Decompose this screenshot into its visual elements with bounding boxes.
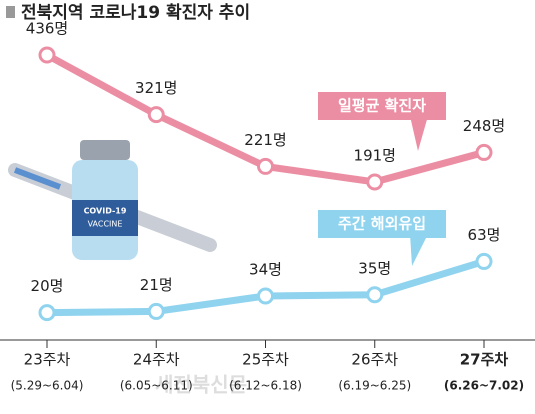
legend-label: 일평균 확진자 [338, 97, 426, 115]
data-label: 221명 [244, 131, 286, 149]
legend-pointer [410, 234, 428, 266]
x-tick-label: 26주차 [351, 351, 398, 369]
x-tick-label: 27주차 [460, 351, 509, 369]
data-label: 436명 [26, 20, 68, 38]
x-tick-label: 25주차 [242, 351, 289, 369]
legend-box [318, 210, 446, 238]
point [366, 173, 384, 191]
point [475, 252, 493, 270]
point [38, 304, 56, 322]
title-marker [6, 6, 15, 18]
vial-band [72, 200, 138, 236]
point [38, 46, 56, 64]
syringe-needle [13, 167, 62, 190]
legend-pointer [410, 116, 428, 151]
x-tick-sublabel: (5.29~6.04) [11, 379, 84, 393]
vial-cap [80, 140, 130, 160]
x-tick-sublabel: (6.05~6.11) [120, 379, 193, 393]
watermark: 새전북신문 [155, 373, 247, 397]
vial-text: COVID-19 [84, 207, 127, 216]
data-label: 191명 [354, 146, 396, 164]
point [257, 287, 274, 305]
data-label: 34명 [249, 260, 282, 278]
vial-text: VACCINE [88, 220, 123, 229]
point [366, 286, 384, 304]
x-tick-sublabel: (6.19~6.25) [338, 379, 411, 393]
point [475, 143, 493, 161]
data-label: 321명 [135, 79, 177, 97]
x-tick-sublabel: (6.12~6.18) [229, 379, 302, 393]
data-label: 248명 [463, 117, 505, 135]
chart-title: 전북지역 코로나19 확진자 추이 [21, 3, 250, 23]
point [147, 106, 165, 124]
vaccine-illustration: COVID-19 VACCINE [8, 140, 217, 260]
legend-box [318, 92, 446, 120]
data-label: 35명 [358, 259, 391, 277]
point [147, 302, 165, 320]
x-tick-sublabel: (6.26~7.02) [444, 379, 524, 393]
point [257, 157, 274, 175]
data-label: 20명 [31, 277, 64, 295]
x-tick-label: 23주차 [24, 351, 71, 369]
legend-label: 주간 해외유입 [338, 215, 426, 233]
data-label: 63명 [468, 226, 501, 244]
data-label: 21명 [140, 276, 173, 294]
x-tick-label: 24주차 [133, 351, 180, 369]
